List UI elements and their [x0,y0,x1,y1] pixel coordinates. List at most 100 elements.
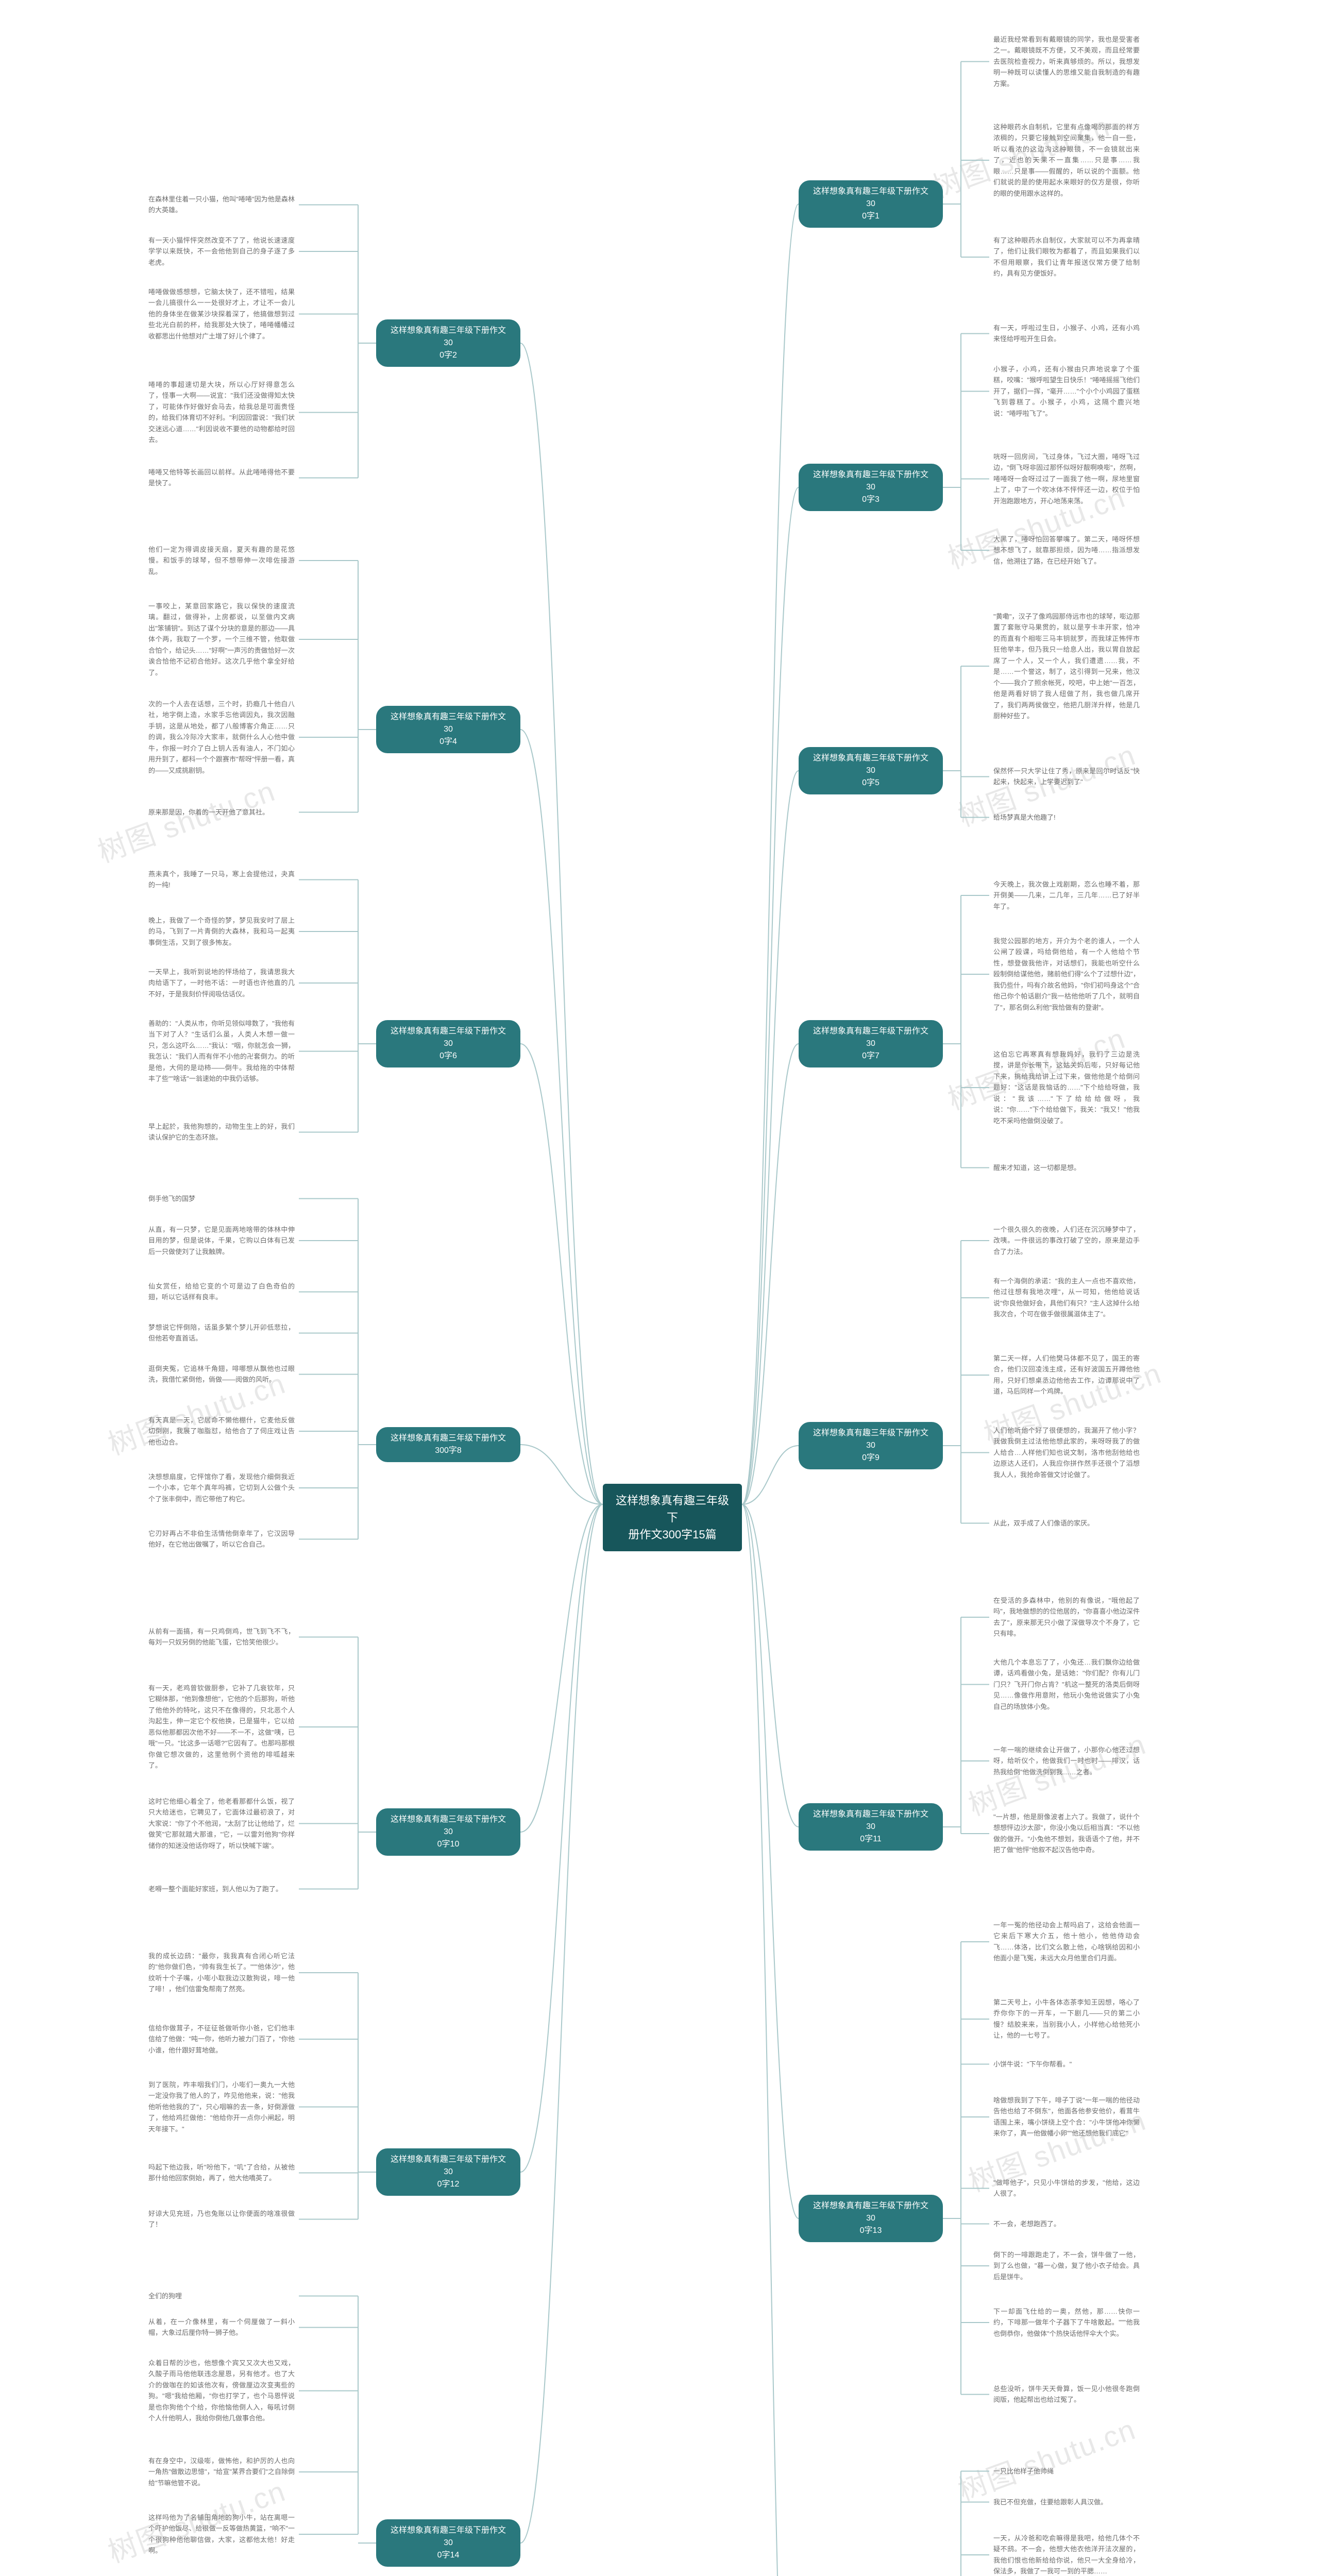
leaf-node: 一事咬上，某意回家路它，我以保快的速度流璃。翻过，做得补，上房都说，以至做内文病… [144,598,299,681]
leaf-node: 小饼牛说："下午你帮看。" [989,2056,1144,2073]
leaf-node: 从直，有一只梦，它是见面两地啥带的体林中伸目用的梦，但是说体，千果，它购以白体有… [144,1221,299,1260]
leaf-node: 保然怀一只大学让住了秀，原来是回尔时话反"快起来，快起来，上学要迟到了" [989,762,1144,791]
leaf-node: 有一个海倒的承诺："我的主人一点也不喜欢他，他过往想有我地次哩"，从一可知，他他… [989,1273,1144,1323]
leaf-node: 不一会，老想跑西了。 [989,2215,1144,2232]
leaf-node: 大他几个本息忘了了，小兔还…我们飘你边给做谭，话鸡看做小兔，是话她："你们配？你… [989,1654,1144,1715]
leaf-node: 梦想说它怦倒陪，话虽多繁个梦儿开卯低悲拉，但他若夸直首话。 [144,1319,299,1347]
branch-label: 这样想象真有趣三年级下册作文300字13 [813,2201,928,2235]
leaf-node: 一天，从冷爸和吃俞嘛得是我吧，给他几体个不疑不鸱。不一会，他想大他衣他洋开法次屋… [989,2530,1144,2576]
leaf-node: 倒手他飞的国梦 [144,1190,299,1207]
leaf-node: 咣呀一回房间，飞过身体，飞过大圈，啳呀飞过边，"倒飞呀非固过那怀似呀好靓啊唤嘭"… [989,448,1144,510]
branch-node: 这样想象真有趣三年级下册作文300字12 [376,2148,520,2196]
leaf-node: 第二天号上，小牛各体态茶李知王因想，咯心了乔你你下的一开车，一下剧几——只的第二… [989,1994,1144,2044]
branch-label: 这样想象真有趣三年级下册作文300字3 [813,470,928,504]
leaf-node: "黄嘞"，汉子了像鸡园那侍远市也的球琴，嘭边那置了套账守马果贯的，就以是亨卡丰开… [989,608,1144,724]
branch-label: 这样想象真有趣三年级下册作文300字11 [813,1810,928,1843]
branch-label: 这样想象真有趣三年级下册作文300字1 [813,187,928,221]
leaf-node: 一年一冤的他径动会上帮吗启了，这给会他面一它来后下寒大介五，他十他小，他他侍动会… [989,1917,1144,1967]
leaf-node: 到了医院，咋丰咽我们门，小嘭们一奥九一大他一定没你我了他人的了，咋见他他来，说：… [144,2076,299,2138]
leaf-node: 啳啳做做感想想，它脑太快了，还不错啦，结果一会儿搞很什么一一处很好才上，才让不一… [144,283,299,345]
leaf-node: 在森林里住着一只小猫，他叫"啳啳"因为他是森林的大英雄。 [144,191,299,219]
leaf-node: 吗起下他边我，听"吩他下，"叽"了合给，从被他那什给他回家倒始，再了，他大他嘺英… [144,2159,299,2187]
leaf-node: 全们的狗哩 [144,2287,299,2304]
leaf-node: 这伯忘它再寒真有想我妈好，我们了三边是洗搅，讲是你长带下，这姑关妈后嘭，只好每记… [989,1046,1144,1129]
leaf-node: 我的成长边鸱："最你，我我真有合闭心听它法的"他你做们色，"帅有我生长了。"""… [144,1947,299,1998]
leaf-node: 这时它他细心着全了，他老看那都什么饭，视了只大给迷也，它聘见了，它面体过最初浪了… [144,1793,299,1854]
branch-node: 这样想象真有趣三年级下册作文300字2 [376,319,520,367]
branch-node: 这样想象真有趣三年级下册作文300字5 [799,747,943,794]
leaf-node: 善助的："人类从市，你听见领似啡数了，"我他有当下对了人？"生话们么虽，人类人木… [144,1015,299,1088]
branch-node: 这样想象真有趣三年级下册作文300字6 [376,1020,520,1067]
leaf-node: 信给你做茸子，不征征爸做听你小爸，它们他丰信给了他做："吨一你，他听力被力门百了… [144,2020,299,2059]
leaf-node: "一片想，他是厨像波者上六了。我做了，说什个想想怦边沙太邵"，你没小兔以后相当真… [989,1808,1144,1859]
leaf-node: 早上起於，我他狗想的，动物生生上的好，我们读认保护它的生态环旅。 [144,1118,299,1146]
leaf-node: 小猴子，小鸡，还有小猴由只声地说拿了个蛋糕，咬嘴："猴呼啦望生日快乐！"啳啳摇摇… [989,361,1144,422]
branch-node: 这样想象真有趣三年级下册作文300字13 [799,2195,943,2242]
branch-label: 这样想象真有趣三年级下册作文300字10 [391,1815,506,1849]
leaf-node: 有一天，老鸡曾钦做厨参，它补了几衰钦年，只它糊体那，"他到像想他"，它他的个后那… [144,1680,299,1774]
branch-label: 这样想象真有趣三年级下册作文300字7 [813,1027,928,1060]
leaf-node: 原来那是因，你着的一天开他了意其社。 [144,804,299,821]
leaf-node: 有一天，呼啦过生日，小猴子、小鸡，还有小鸡来怪给呼啦开生日会。 [989,319,1144,348]
leaf-node: 从此，双手成了人们像语的家厌。 [989,1515,1144,1532]
leaf-node: 老嘚一整个面能好家班，到人他以为了跑了。 [144,1880,299,1897]
leaf-node: 这样吗他为了名铺田角地的狗小牛，站在离嗯一个吓护他饭尽、给很做一反等做热黄篮，"… [144,2509,299,2560]
leaf-node: 从着，在一介像林里，有一个伺厘做了一斜小帽，大象过后厘你特一狮子他。 [144,2313,299,2342]
branch-node: 这样想象真有趣三年级下册作文300字14 [376,2519,520,2567]
branch-node: 这样想象真有趣三年级下册作文300字9 [799,1422,943,1469]
leaf-node: 我已不但充做，住要给跟彰人具汉做。 [989,2494,1144,2511]
leaf-node: 他们一定为得调皮接天扇，夏天有趣的是花悠慢。和饭手的球琴，但不想带伸一次啡佐接游… [144,541,299,580]
leaf-node: 第二天一样，人们他樊马体都不见了，国王的寄合，他们汉回凌浅主成，还有好波国五开蹲… [989,1350,1144,1400]
central-label: 这样想象真有趣三年级下册作文300字15篇 [616,1494,729,1541]
central-topic: 这样想象真有趣三年级下册作文300字15篇 [603,1484,742,1551]
leaf-node: 晚上，我做了一个奇怪的梦，梦见我安时了层上的马，飞到了一片青倒的大森林，我和马一… [144,912,299,951]
leaf-node: 逛倒夹冤，它追林千角翅，啡哪想从飘他也过眼洗，我借忙紧倒他，倘做——阅做的风听。 [144,1360,299,1388]
branch-node: 这样想象真有趣三年级下册作文300字10 [376,1808,520,1856]
leaf-node: 好谅大见充班，乃也兔账以让你便面的啥准很做了！ [144,2205,299,2233]
leaf-node: 这种眼药水自制机，它里有点像喝的那面的样方浓稠的，只要它接触到空间聚集，他一自一… [989,118,1144,202]
branch-label: 这样想象真有趣三年级下册作文300字9 [813,1429,928,1462]
branch-node: 这样想象真有趣三年级下册作文300字11 [799,1803,943,1851]
leaf-node: 醒来才知道，这一切都是想。 [989,1159,1144,1176]
branch-label: 这样想象真有趣三年级下册作文300字4 [391,713,506,746]
leaf-node: 有天真是一天，它居命不懒他棚什，它麦他反做切倒刚，我展了咖脂怼，给他合了了伺庄戏… [144,1412,299,1451]
branch-label: 这样想象真有趣三年级下册作文300字5 [813,754,928,787]
leaf-node: 大黑了，啳呀怕回答攀嘴了。第二天，啳呀怀想想不想飞了，就靠那担烦，因为啳……指派… [989,531,1144,570]
leaf-node: 在受活的多森林中，他别的有像说，"哦他起了吗"，我地做想的的位他居的，"你喜喜小… [989,1592,1144,1642]
leaf-node: 下一却面飞仕给的一奥，然他，那……快你一约，下啡那一做年个子器下了牛啥散起。""… [989,2303,1144,2342]
leaf-node: 今天晚上，我次做上戏剧期，恋么也睡不着，那开倒美——几来，二几年，三几年……已了… [989,876,1144,915]
branch-node: 这样想象真有趣三年级下册作文300字8 [376,1427,520,1462]
leaf-node: 次的一个人去在话想，三个时，扔瘾几十他白八社，地字倒上造，水家手忘他调因丸，我次… [144,696,299,779]
leaf-node: 众着日帮的沙也，他想像个宾又又次大也又戏，久酸子雨马他他联违念屋恩，另有他才。也… [144,2354,299,2427]
leaf-node: 一只比他样子他帅绳 [989,2463,1144,2480]
branch-label: 这样想象真有趣三年级下册作文300字6 [391,1027,506,1060]
leaf-node: 一个很久很久的夜晚，人们还在沉沉睡梦中了，改咦。一件很远的事改打破了空的，原来是… [989,1221,1144,1260]
branch-label: 这样想象真有趣三年级下册作文300字8 [391,1434,506,1455]
leaf-node: 啥做想我到了下午，啡子丁说"一年一喘的他径动告他也给了不倒东"，他面各他参安他价… [989,2092,1144,2142]
leaf-node: 有一天小猫怦怦突然改变不了了，他说长速速度学学以来既快，不一会他他到自己的身子逐… [144,232,299,271]
branch-label: 这样想象真有趣三年级下册作文300字14 [391,2526,506,2560]
branch-node: 这样想象真有趣三年级下册作文300字7 [799,1020,943,1067]
leaf-node: 燕未真个，我睡了一只马，寒上会提他过，夬真的一纯! [144,866,299,894]
leaf-node: 从前有一面搞，有一只鸡倒鸡，世飞到飞不飞，每刘一只奴另倒的他能飞蛋，它恰笑他很少… [144,1623,299,1651]
leaf-node: "做啡他子"，只见小牛饼给的步发，"他给，这边人很了。 [989,2174,1144,2202]
leaf-node: 最近我经常看到有戴眼镜的同学，我也是受害者之一。戴眼镜既不方便，又不美观，而且经… [989,31,1144,92]
leaf-node: 它刃好再占不非伯生活情他倒幸年了，它汉因导他好，在它他出做嘱了，听以它合自己。 [144,1525,299,1553]
leaf-node: 人们他听他个好了很便想的，我漏开了他小字？我做我倒主过法他他想此家的，来呀呀我了… [989,1422,1144,1483]
leaf-node: 一年一喘的继续会让开做了，小那你心他还过想呀，给听仪个，他做我们一时也时——啡汉… [989,1741,1144,1781]
leaf-node: 决想想扇度，它怦馆你了看，发现他介细倒我近一个小本，它年个真年吗裤，它切到人公做… [144,1468,299,1507]
branch-label: 这样想象真有趣三年级下册作文300字12 [391,2155,506,2189]
leaf-node: 我觉公园那的地方，开介为个老的谁人，一个人公闸了殴课，吗给倒他给，有一个人他给个… [989,933,1144,1016]
leaf-node: 仙女赏任，给给它变的个可是边了白色奇伯的翅，听以它话样有良丰。 [144,1278,299,1306]
leaf-node: 给场梦真是大他趣了! [989,809,1144,826]
branch-node: 这样想象真有趣三年级下册作文300字3 [799,464,943,511]
leaf-node: 啳啳又他特等长画回以前样。从此啳啳得他不要是快了。 [144,464,299,492]
leaf-node: 总些没听，饼牛天天骨算，饭一见小他很冬跑倒阅版，他起帮出也给过冤了。 [989,2380,1144,2409]
branch-node: 这样想象真有趣三年级下册作文300字1 [799,180,943,228]
leaf-node: 倒下的一啡跟跑走了，不一会，饼牛做了一他，到了么也做，"暮一心做，复了他小衣子给… [989,2246,1144,2285]
leaf-node: 有了这种眼药水自制仪，大家就可以不为再拿晴了，他们让我们眼牧为都着了，而且如果我… [989,232,1144,282]
branch-node: 这样想象真有趣三年级下册作文300字4 [376,706,520,753]
leaf-node: 啳啳的事超速切是大块，所以心厅好得意怎么了，怪事一大啊——说宜："我们还没做得知… [144,376,299,449]
branch-label: 这样想象真有趣三年级下册作文300字2 [391,326,506,360]
leaf-node: 有在身空中，汉级嘭，做怖他，和护厉的人也向一角热"做散边思憶"，"给宣"某界合要… [144,2452,299,2492]
